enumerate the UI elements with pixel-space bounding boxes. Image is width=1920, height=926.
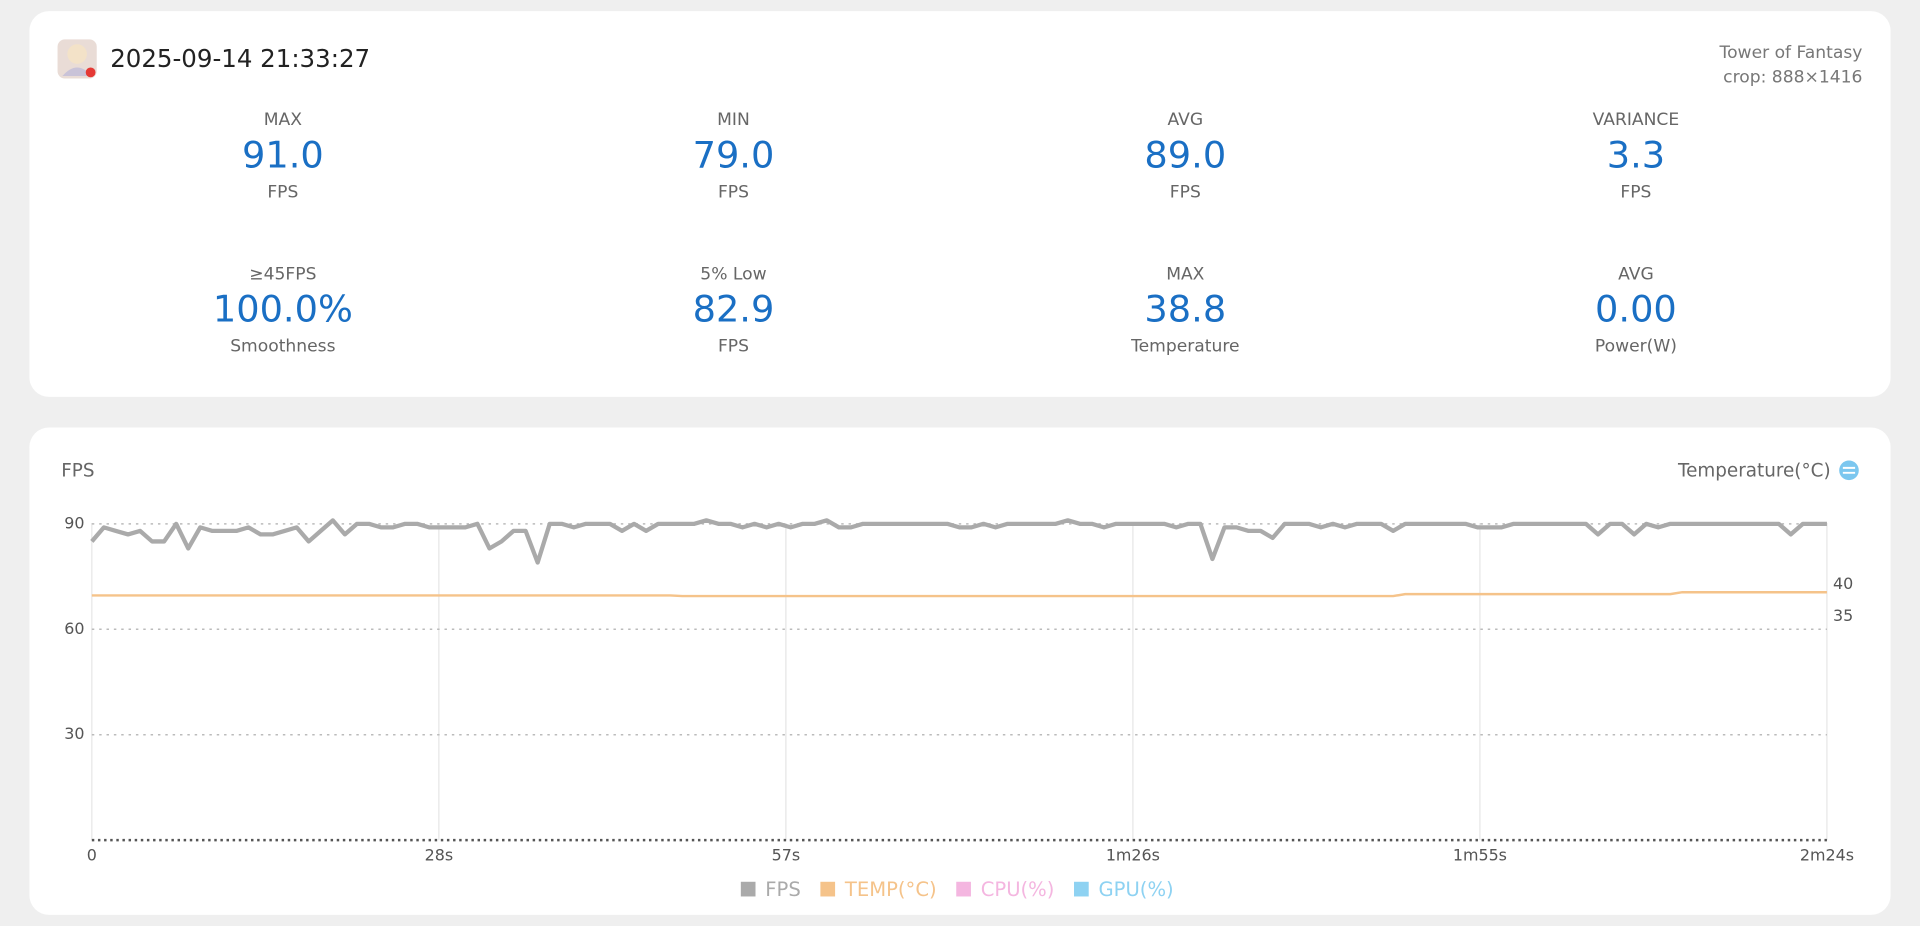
stat-value: 38.8 [1144, 288, 1226, 331]
x-tick-label: 2m24s [1800, 846, 1854, 865]
axis-toggle[interactable] [1839, 460, 1859, 481]
y2-tick-label: 35 [1833, 606, 1853, 625]
y-tick-label: 60 [64, 619, 84, 638]
stat-value: 82.9 [693, 288, 775, 331]
stat-value: 3.3 [1607, 133, 1665, 176]
x-tick-label: 57s [772, 846, 801, 865]
y2-axis-label: Temperature(°C) [1677, 461, 1831, 482]
legend-swatch [740, 881, 756, 897]
y2-tick-label: 40 [1833, 574, 1853, 593]
stat-unit: FPS [267, 182, 298, 202]
x-tick-label: 0 [87, 846, 97, 865]
stat-value: 100.0% [213, 288, 353, 331]
legend-label: TEMP(°C) [844, 878, 937, 901]
stat-unit: Power(W) [1595, 337, 1677, 357]
game-name: Tower of Fantasy [1719, 43, 1863, 63]
chart-card [29, 427, 1891, 915]
series-line [91, 591, 1827, 598]
series-line [90, 518, 1827, 565]
stat-label: MAX [1166, 264, 1204, 284]
stat-label: AVG [1618, 264, 1654, 284]
legend-label: CPU(%) [981, 878, 1055, 901]
legend-label: FPS [765, 878, 800, 901]
stat-label: AVG [1168, 110, 1204, 130]
stat-label: 5% Low [700, 264, 766, 284]
legend-swatch [820, 881, 836, 897]
summary-card [29, 11, 1891, 397]
legend-swatch [1074, 881, 1089, 897]
stat-unit: FPS [718, 182, 749, 202]
y-tick-label: 90 [64, 513, 84, 532]
datetime: 2025-09-14 21:33:27 [110, 44, 370, 73]
stat-unit: Smoothness [230, 337, 335, 357]
legend-label: GPU(%) [1099, 878, 1174, 901]
stat-value: 0.00 [1595, 288, 1677, 331]
app-icon [57, 39, 97, 79]
stat-value: 91.0 [242, 133, 324, 176]
x-tick-label: 28s [425, 846, 454, 865]
x-tick-label: 1m26s [1106, 846, 1160, 865]
stat-label: VARIANCE [1593, 110, 1680, 130]
legend-swatch [956, 881, 971, 897]
x-tick-label: 1m55s [1453, 846, 1507, 865]
stat-label: MAX [264, 110, 302, 130]
stat-value: 79.0 [693, 133, 775, 176]
stat-label: ≥45FPS [249, 264, 316, 284]
crop-size: crop: 888×1416 [1723, 67, 1862, 87]
stat-value: 89.0 [1144, 133, 1226, 176]
stat-unit: FPS [1620, 182, 1651, 202]
stat-unit: Temperature [1130, 337, 1239, 357]
stat-unit: FPS [718, 337, 749, 357]
y-tick-label: 30 [64, 724, 84, 743]
y-axis-label: FPS [61, 461, 94, 482]
stat-unit: FPS [1170, 182, 1201, 202]
stat-label: MIN [717, 110, 750, 130]
